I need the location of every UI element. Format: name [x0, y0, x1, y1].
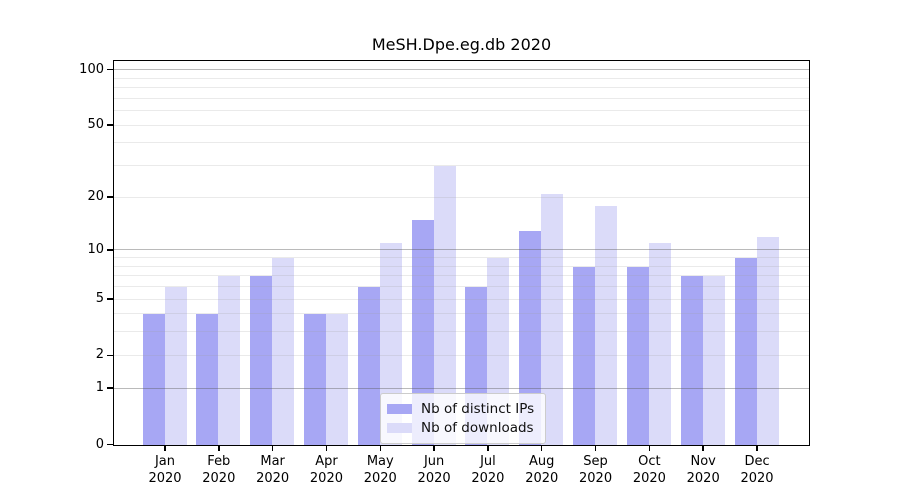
x-axis-tick-mark	[756, 446, 758, 451]
x-axis-tick-label: Aug 2020	[525, 454, 559, 486]
x-axis-tick-mark	[325, 446, 328, 451]
y-axis-tick-mark	[107, 249, 113, 251]
bar-distinct-ips	[411, 219, 434, 445]
x-axis-tick-label: Jun 2020	[417, 454, 451, 486]
bar-downloads	[702, 276, 725, 445]
y-axis-tick-mark	[107, 298, 113, 300]
legend-item-distinct-ips: Nb of distinct IPs	[387, 399, 537, 418]
x-axis-tick-mark	[540, 446, 543, 451]
major-gridline	[114, 69, 809, 71]
x-axis-tick-mark	[164, 446, 166, 451]
y-axis-tick-mark	[107, 68, 113, 71]
minor-gridline	[114, 313, 809, 315]
legend: Nb of distinct IPs Nb of downloads	[380, 393, 546, 444]
bar-distinct-ips	[573, 266, 596, 445]
minor-gridline	[114, 110, 809, 112]
minor-gridline	[114, 77, 809, 79]
minor-gridline	[114, 124, 809, 126]
bar-downloads	[164, 287, 187, 445]
bar-downloads	[756, 236, 779, 445]
bar-distinct-ips	[626, 266, 649, 445]
legend-item-downloads: Nb of downloads	[387, 418, 537, 437]
x-axis-tick-mark	[433, 446, 435, 451]
legend-label-downloads: Nb of downloads	[421, 419, 534, 436]
legend-swatch-distinct-ips	[387, 403, 412, 414]
bar-downloads	[595, 205, 618, 445]
bar-distinct-ips	[303, 314, 326, 445]
x-axis-tick-label: Dec 2020	[740, 454, 774, 486]
minor-gridline	[114, 275, 809, 277]
minor-gridline	[114, 331, 809, 333]
x-axis-tick-mark	[702, 446, 704, 451]
bar-distinct-ips	[250, 276, 273, 445]
x-axis-tick-label: May 2020	[363, 454, 397, 486]
bar-downloads	[218, 276, 241, 445]
bar-downloads	[272, 258, 295, 445]
y-axis-tick-mark	[107, 443, 113, 446]
x-axis-tick-label: Sep 2020	[579, 454, 613, 486]
bar-distinct-ips	[142, 314, 165, 445]
y-axis-tick-mark	[107, 354, 113, 357]
x-axis-tick-mark	[271, 446, 274, 451]
y-axis-tick-mark	[107, 124, 113, 126]
x-axis-tick-mark	[379, 446, 382, 451]
y-axis-tick-mark	[107, 387, 113, 389]
minor-gridline	[114, 265, 809, 267]
minor-gridline	[114, 165, 809, 167]
x-axis-tick-label: Jul 2020	[471, 454, 505, 486]
bar-distinct-ips	[196, 314, 219, 445]
x-axis-tick-label: Nov 2020	[686, 454, 720, 486]
minor-gridline	[114, 286, 809, 287]
bar-distinct-ips	[519, 230, 542, 445]
x-axis-tick-label: Oct 2020	[632, 454, 666, 486]
x-axis-tick-label: Apr 2020	[309, 454, 343, 486]
bar-distinct-ips	[680, 276, 703, 445]
x-axis-tick-label: Jan 2020	[148, 454, 182, 486]
x-axis-tick-label: Mar 2020	[256, 454, 290, 486]
minor-gridline	[114, 87, 809, 89]
x-axis-tick-mark	[648, 446, 651, 451]
y-axis-tick-label: 20	[87, 189, 104, 205]
legend-label-distinct-ips: Nb of distinct IPs	[421, 400, 535, 417]
y-axis-tick-label: 2	[95, 347, 104, 363]
minor-gridline	[114, 354, 809, 356]
x-axis-tick-mark	[487, 446, 489, 451]
x-axis-tick-label: Feb 2020	[202, 454, 236, 486]
minor-gridline	[114, 142, 809, 144]
bar-downloads	[325, 314, 348, 445]
minor-gridline	[114, 97, 809, 99]
y-axis-tick-label: 10	[87, 241, 104, 257]
bar-distinct-ips	[734, 258, 757, 445]
bar-downloads	[433, 166, 456, 445]
x-axis-tick-mark	[218, 446, 220, 451]
y-axis-tick-label: 50	[87, 117, 104, 133]
major-gridline	[114, 249, 809, 251]
y-axis-tick-label: 100	[79, 61, 104, 77]
minor-gridline	[114, 257, 809, 258]
y-axis-tick-label: 5	[95, 290, 104, 306]
y-axis-tick-mark	[107, 196, 113, 198]
legend-swatch-downloads	[387, 422, 412, 433]
y-axis-tick-label: 1	[95, 380, 104, 396]
bar-downloads	[648, 243, 671, 445]
x-axis-tick-mark	[594, 446, 597, 451]
y-axis-tick-label: 0	[95, 436, 104, 452]
minor-gridline	[114, 196, 809, 198]
plot-area	[113, 60, 810, 446]
bar-distinct-ips	[357, 287, 380, 445]
chart-title: MeSH.Dpe.eg.db 2020	[371, 35, 552, 54]
bar-downloads	[541, 194, 564, 445]
minor-gridline	[114, 298, 809, 300]
major-gridline	[114, 387, 809, 389]
